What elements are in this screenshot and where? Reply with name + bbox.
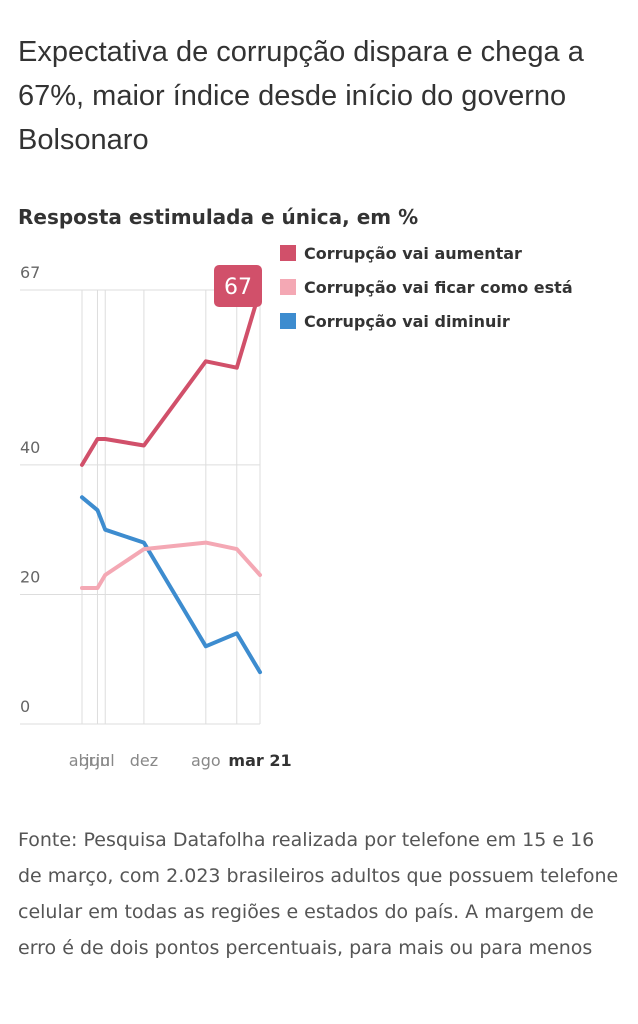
- y-tick-label: 0: [20, 697, 30, 716]
- legend: Corrupção vai aumentar Corrupção vai fic…: [280, 236, 573, 338]
- series-line: [80, 540, 262, 590]
- legend-label: Corrupção vai diminuir: [304, 311, 510, 331]
- highlight-value: 67: [224, 275, 252, 300]
- legend-item-diminuir[interactable]: Corrupção vai diminuir: [280, 304, 573, 338]
- highlight-box: [214, 265, 262, 307]
- y-tick-label: 67: [20, 263, 40, 282]
- source-note: Fonte: Pesquisa Datafolha realizada por …: [18, 829, 619, 959]
- chart-subtitle: Resposta estimulada e única, em %: [18, 205, 419, 229]
- x-tick-label: jul: [95, 751, 115, 770]
- legend-swatch: [280, 279, 296, 295]
- legend-label: Corrupção vai aumentar: [304, 243, 522, 263]
- y-tick-label: 20: [20, 567, 40, 586]
- x-tick-label: jun: [84, 751, 110, 770]
- legend-item-aumentar[interactable]: Corrupção vai aumentar: [280, 236, 573, 270]
- chart-title: Expectativa de corrupção dispara e chega…: [18, 36, 584, 156]
- series-line: [80, 495, 262, 675]
- x-tick-label: dez: [130, 751, 158, 770]
- legend-swatch: [280, 245, 296, 261]
- legend-item-ficar[interactable]: Corrupção vai ficar como está: [280, 270, 573, 304]
- y-tick-label: 40: [20, 438, 40, 457]
- x-tick-label: abr: [69, 751, 96, 770]
- x-tick-label: mar 21: [228, 751, 291, 770]
- legend-swatch: [280, 313, 296, 329]
- series-line: [80, 288, 262, 467]
- x-tick-label: ago: [191, 751, 221, 770]
- legend-label: Corrupção vai ficar como está: [304, 277, 573, 297]
